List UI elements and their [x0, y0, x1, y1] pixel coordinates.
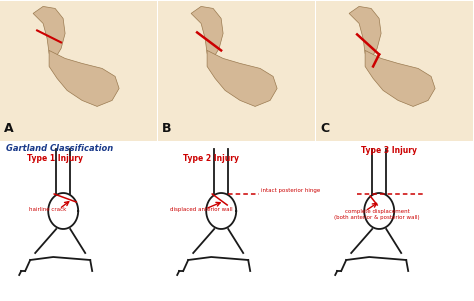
FancyBboxPatch shape — [316, 1, 473, 141]
Polygon shape — [33, 6, 65, 58]
Polygon shape — [191, 6, 223, 58]
Polygon shape — [49, 51, 119, 107]
Polygon shape — [207, 51, 277, 107]
Text: hairline crack: hairline crack — [28, 207, 66, 212]
Text: displaced anterior wall: displaced anterior wall — [170, 207, 233, 212]
Text: Type 1 Injury: Type 1 Injury — [27, 154, 83, 163]
Text: Type 3 Injury: Type 3 Injury — [361, 146, 417, 155]
Polygon shape — [349, 6, 381, 58]
Text: C: C — [320, 123, 329, 135]
Text: complete displacement: complete displacement — [345, 209, 410, 214]
FancyBboxPatch shape — [158, 1, 315, 141]
Text: Gartland Classification: Gartland Classification — [6, 144, 113, 154]
Text: Type 2 Injury: Type 2 Injury — [183, 154, 239, 163]
Text: A: A — [4, 123, 14, 135]
Polygon shape — [365, 51, 435, 107]
Text: intact posterior hinge: intact posterior hinge — [261, 188, 320, 193]
Text: (both anterior & posterior wall): (both anterior & posterior wall) — [334, 215, 420, 220]
FancyBboxPatch shape — [0, 1, 157, 141]
Text: B: B — [162, 123, 172, 135]
